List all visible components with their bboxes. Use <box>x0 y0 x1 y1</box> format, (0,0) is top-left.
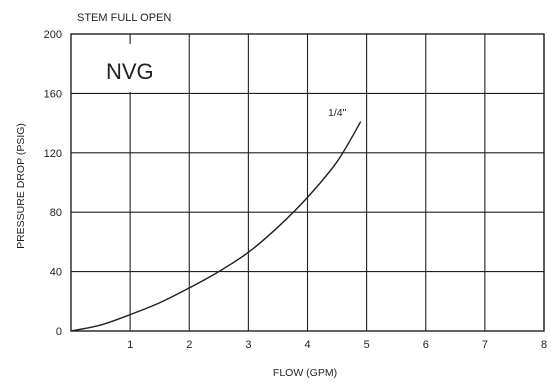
x-tick-label: 2 <box>186 339 192 351</box>
chart-subtitle: STEM FULL OPEN <box>77 12 171 24</box>
x-tick-label: 7 <box>482 339 488 351</box>
y-tick-label: 0 <box>56 326 62 338</box>
x-tick-label: 6 <box>423 339 429 351</box>
y-axis-title: PRESSURE DROP (PSIG) <box>15 123 27 249</box>
y-tick-label: 40 <box>50 267 62 279</box>
x-tick-label: 1 <box>127 339 133 351</box>
y-tick-label: 200 <box>44 29 62 41</box>
y-tick-label: 160 <box>44 88 62 100</box>
model-label: NVG <box>106 59 154 84</box>
y-tick-label: 80 <box>50 207 62 219</box>
x-axis-title: FLOW (GPM) <box>273 367 337 379</box>
x-tick-label: 8 <box>541 339 547 351</box>
x-tick-label: 3 <box>245 339 251 351</box>
plot-frame <box>70 33 545 332</box>
y-tick-label: 120 <box>44 148 62 160</box>
x-tick-label: 5 <box>364 339 370 351</box>
series-label-quarter-inch: 1/4" <box>328 107 347 119</box>
box-label-background <box>92 44 158 92</box>
x-tick-label: 4 <box>304 339 310 351</box>
series-line-quarter-inch <box>70 121 362 332</box>
